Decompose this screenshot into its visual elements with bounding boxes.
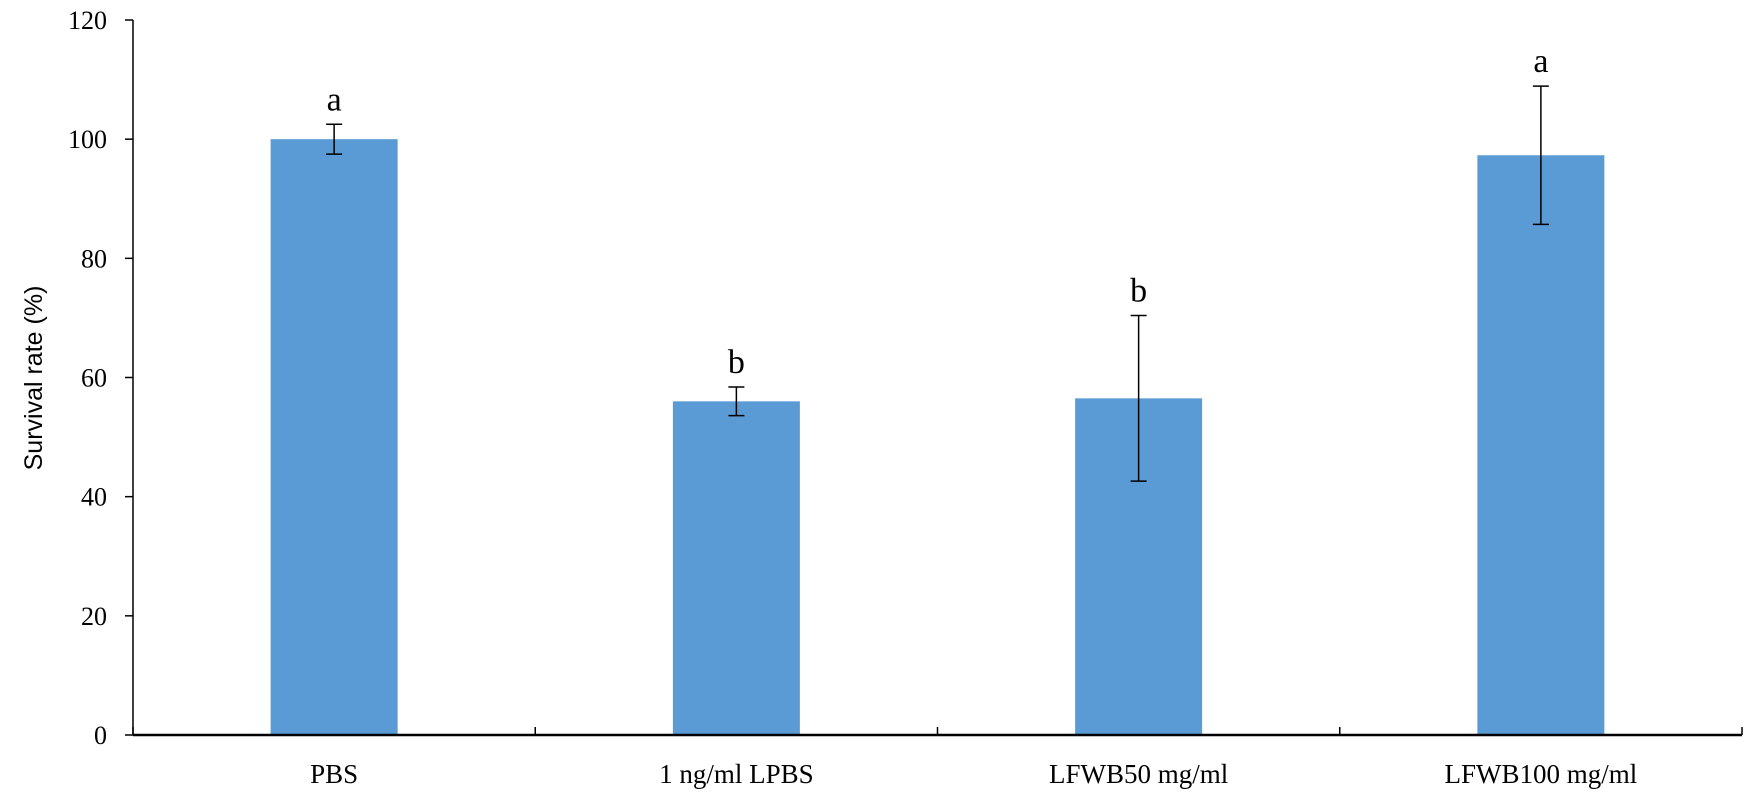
significance-label-2: b (1130, 273, 1147, 310)
error-bar-1 (728, 386, 745, 417)
error-bar-3 (1532, 85, 1549, 226)
x-tick-label-0: PBS (310, 759, 358, 789)
error-bar-0 (326, 123, 343, 155)
y-tick-label-1: 20 (81, 602, 107, 631)
axes-layer (125, 19, 1743, 737)
y-tick-label-6: 120 (68, 6, 107, 35)
significance-label-0: a (327, 81, 342, 118)
bar-3 (1477, 155, 1605, 736)
bars-layer (270, 139, 1605, 736)
y-tick-label-3: 60 (81, 364, 107, 393)
x-tick-label-2: LFWB50 mg/ml (1049, 759, 1228, 789)
y-tick-label-0: 0 (94, 721, 107, 750)
bar-0 (270, 139, 398, 735)
y-tick-label-4: 80 (81, 244, 107, 273)
significance-label-1: b (728, 344, 745, 381)
x-tick-label-3: LFWB100 mg/ml (1444, 759, 1637, 789)
labels-layer: a PBS b 1 ng/ml LPBS b LFWB50 mg/ml a LFWB100 m… (68, 6, 1637, 789)
y-axis-title: Survival rate (%) (20, 286, 48, 471)
error-bars-layer (326, 85, 1549, 482)
significance-label-3: a (1533, 43, 1548, 80)
y-tick-label-5: 100 (68, 125, 107, 154)
bar-1 (672, 401, 800, 735)
y-tick-label-2: 40 (81, 483, 107, 512)
x-tick-label-1: 1 ng/ml LPBS (659, 759, 814, 789)
error-bar-2 (1130, 314, 1147, 482)
